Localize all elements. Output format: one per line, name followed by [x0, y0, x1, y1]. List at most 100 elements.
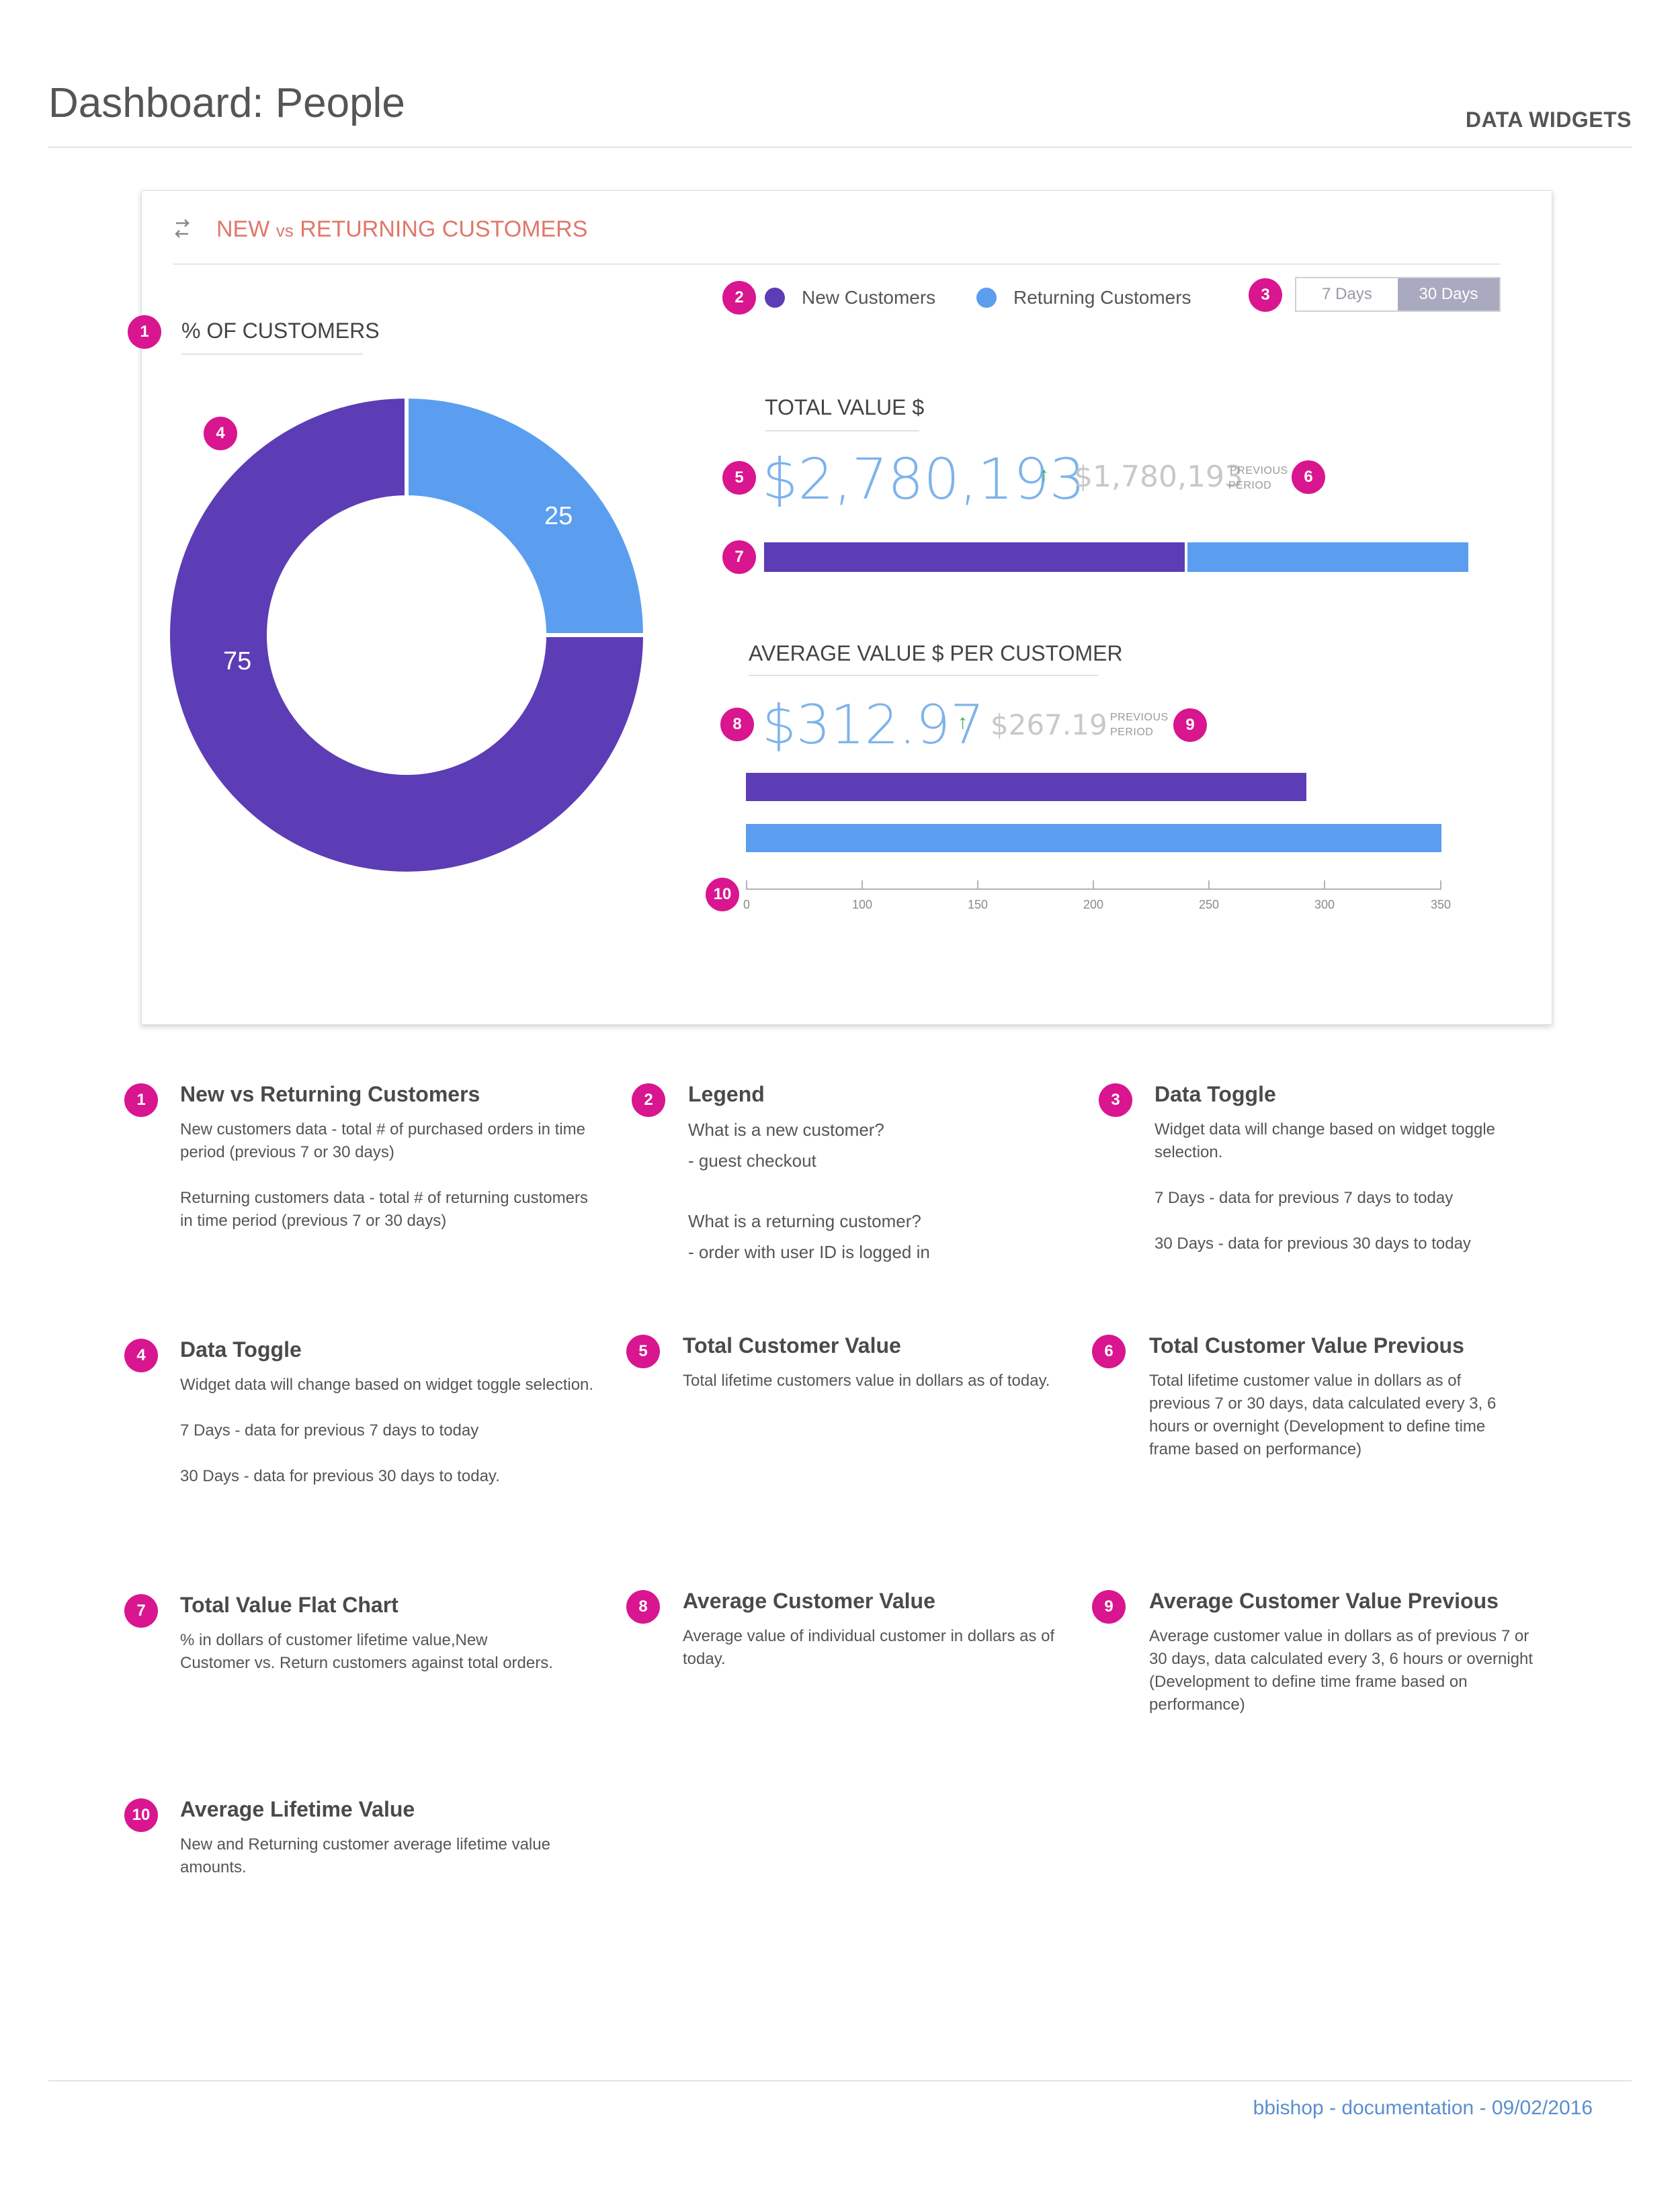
avg-axis-tick [1440, 880, 1441, 890]
average-value-up-arrow-icon: ↑ [958, 711, 968, 733]
note-marker-1: 1 [124, 1083, 158, 1117]
widget-title-prefix: NEW [216, 216, 276, 242]
note-marker-2: 2 [632, 1083, 665, 1117]
widget-card [141, 190, 1552, 1025]
toggle-7-days[interactable]: 7 Days [1296, 278, 1398, 310]
avg-axis-tick-label: 200 [1083, 898, 1104, 911]
note-body-1: New customers data - total # of purchase… [180, 1118, 597, 1233]
marker-2: 2 [722, 281, 756, 315]
note-title-3: Data Toggle [1154, 1082, 1276, 1106]
days-toggle: 7 Days 30 Days [1295, 277, 1501, 312]
widget-title-suffix: RETURNING CUSTOMERS [293, 216, 588, 242]
marker-5: 5 [722, 461, 756, 495]
footer-credit: bbishop - documentation - 09/02/2016 [1253, 2097, 1593, 2119]
note-line: Average customer value in dollars as of … [1149, 1627, 1534, 1714]
swap-arrows-icon[interactable] [173, 216, 191, 241]
avg-axis-tick [862, 880, 863, 890]
footer-divider [48, 2080, 1632, 2081]
average-value-previous-period-label: PREVIOUS PERIOD [1110, 710, 1169, 740]
note-body-2: What is a new customer? - guest checkout W… [688, 1118, 1064, 1272]
avg-axis-tick-label: 250 [1198, 898, 1220, 911]
percent-of-customers-label: % OF CUSTOMERS [181, 319, 380, 343]
note-line: 30 Days - data for previous 30 days to t… [1154, 1235, 1471, 1253]
note-body-6: Total lifetime customer value in dollars… [1149, 1370, 1525, 1461]
marker-4: 4 [204, 417, 237, 450]
flat-bar-segment-returning [1187, 542, 1468, 572]
card-divider [173, 263, 1501, 265]
total-prev-label-line1: PREVIOUS [1230, 465, 1288, 476]
average-value-bar-chart: 0 100 150 200 250 300 350 [743, 766, 1452, 927]
toggle-30-days[interactable]: 30 Days [1398, 278, 1499, 310]
note-line: % in dollars of customer lifetime value,… [180, 1631, 553, 1672]
average-value-previous: $267.19 [991, 708, 1107, 741]
note-line: 7 Days - data for previous 7 days to tod… [1154, 1189, 1454, 1207]
note-body-5: Total lifetime customers value in dollar… [683, 1370, 1059, 1392]
total-value-label: TOTAL VALUE $ [765, 395, 925, 419]
note-title-6: Total Customer Value Previous [1149, 1333, 1464, 1358]
note-line: Total lifetime customer value in dollars… [1149, 1372, 1497, 1458]
note-marker-8: 8 [626, 1590, 660, 1624]
note-line: - order with user ID is logged in [688, 1242, 930, 1262]
avg-axis-tick [746, 880, 747, 890]
legend-label-returning: Returning Customers [1013, 287, 1191, 308]
note-line: - guest checkout [688, 1151, 816, 1171]
total-prev-label-line2: PERIOD [1228, 480, 1272, 491]
average-value-label: AVERAGE VALUE $ PER CUSTOMER [749, 641, 1123, 665]
marker-9: 9 [1173, 708, 1207, 742]
percent-label-rule [181, 353, 363, 355]
legend-dot-new [765, 288, 785, 308]
total-value-previous-period-label: PREVIOUS PERIOD [1228, 464, 1288, 493]
avg-axis-tick [1093, 880, 1094, 890]
note-line: New customers data - total # of purchase… [180, 1120, 585, 1161]
donut-slice-returning [405, 397, 645, 637]
note-line: 7 Days - data for previous 7 days to tod… [180, 1421, 479, 1440]
marker-3: 3 [1249, 278, 1282, 312]
page-tag: DATA WIDGETS [1465, 108, 1632, 132]
note-body-7: % in dollars of customer lifetime value,… [180, 1629, 556, 1675]
note-marker-4: 4 [124, 1339, 158, 1372]
note-title-5: Total Customer Value [683, 1333, 901, 1358]
note-line: Widget data will change based on widget … [1154, 1120, 1495, 1161]
flat-bar-segment-new [764, 542, 1185, 572]
legend-dot-returning [976, 288, 997, 308]
avg-axis-tick-label: 0 [743, 898, 751, 911]
total-value-flat-bar [764, 542, 1468, 572]
marker-8: 8 [720, 708, 754, 741]
avg-axis-tick-label: 100 [851, 898, 873, 911]
note-body-10: New and Returning customer average lifet… [180, 1833, 556, 1879]
legend-label-new: New Customers [802, 287, 936, 308]
note-line: New and Returning customer average lifet… [180, 1835, 550, 1876]
total-value-previous: $1,780,193 [1074, 460, 1243, 494]
marker-6: 6 [1292, 460, 1325, 494]
note-title-10: Average Lifetime Value [180, 1797, 415, 1821]
total-value-current: $2,780,193 [762, 446, 1085, 512]
total-value-up-arrow-icon: ↑ [1039, 464, 1049, 486]
avg-axis-tick-label: 350 [1430, 898, 1452, 911]
avg-axis-tick-label: 150 [967, 898, 989, 911]
avg-axis-tick [1324, 880, 1325, 890]
note-marker-9: 9 [1092, 1590, 1126, 1624]
avg-bar-returning [746, 824, 1441, 852]
avg-axis-tick [977, 880, 978, 890]
average-value-current: $312.97 [762, 694, 984, 756]
average-value-label-rule [749, 675, 1098, 676]
avg-bar-new [746, 773, 1306, 801]
note-title-8: Average Customer Value [683, 1589, 935, 1613]
note-title-2: Legend [688, 1082, 765, 1106]
note-title-7: Total Value Flat Chart [180, 1593, 398, 1617]
note-body-8: Average value of individual customer in … [683, 1625, 1059, 1671]
note-line: 30 Days - data for previous 30 days to t… [180, 1467, 500, 1485]
page-title: Dashboard: People [48, 80, 405, 126]
header-divider [48, 147, 1632, 148]
note-marker-3: 3 [1099, 1083, 1132, 1117]
marker-1: 1 [128, 315, 161, 349]
donut-label-new: 75 [223, 647, 251, 675]
avg-axis-tick [1208, 880, 1210, 890]
donut-slice-new [168, 397, 645, 874]
note-line: What is a new customer? [688, 1120, 884, 1140]
donut-label-returning: 25 [544, 502, 573, 530]
note-line: Returning customers data - total # of re… [180, 1189, 588, 1230]
note-line: What is a returning customer? [688, 1211, 921, 1231]
widget-title-vs: vs [276, 220, 294, 241]
note-title-9: Average Customer Value Previous [1149, 1589, 1499, 1613]
